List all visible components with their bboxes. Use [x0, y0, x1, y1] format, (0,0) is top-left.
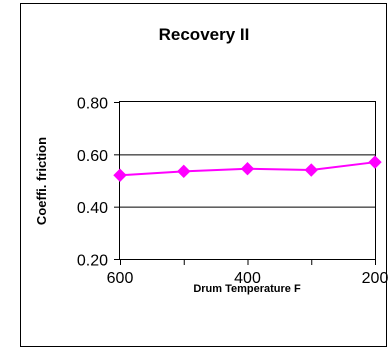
data-point-marker — [177, 164, 191, 179]
gridlines — [120, 154, 375, 208]
data-point-marker — [113, 168, 127, 182]
data-point-marker — [368, 155, 382, 169]
y-axis-ticks: 0.20 0.40 0.60 0.80 — [77, 96, 120, 270]
y-tick-label: 0.20 — [77, 253, 108, 270]
y-axis-label: Coeffi. friction — [34, 137, 49, 225]
chart-title: Recovery II — [159, 25, 250, 44]
series-layer — [113, 155, 382, 182]
data-point-marker — [240, 162, 255, 176]
y-tick-label: 0.60 — [77, 148, 108, 165]
y-tick-label: 0.80 — [77, 96, 108, 113]
x-axis-label: Drum Temperature F — [193, 283, 301, 295]
x-tick-label: 600 — [107, 270, 134, 287]
plot-area — [119, 101, 376, 260]
x-axis-ticks: 600 400 200 — [107, 259, 389, 287]
y-tick-label: 0.40 — [77, 200, 108, 217]
x-tick-label: 400 — [234, 270, 261, 287]
chart-border — [20, 3, 387, 347]
data-point-marker — [304, 163, 318, 177]
x-tick-label: 200 — [362, 270, 389, 287]
